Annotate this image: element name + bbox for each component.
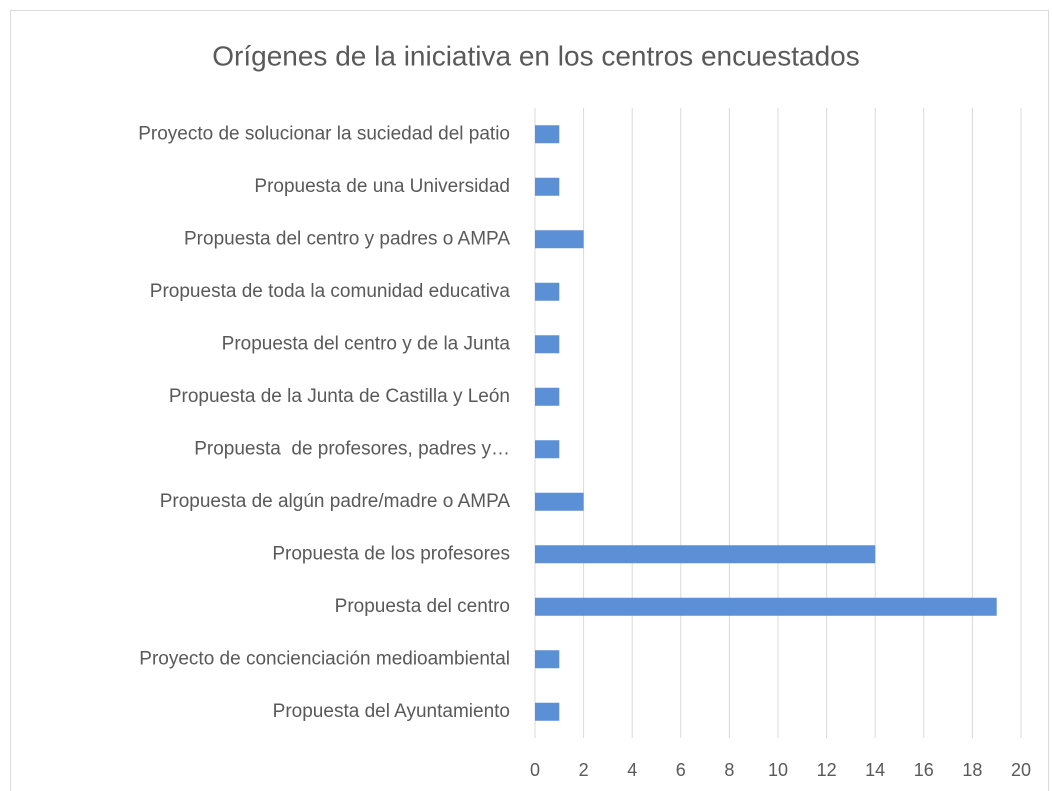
y-tick-label: Propuesta del centro — [335, 596, 510, 617]
bar — [535, 702, 560, 721]
bar — [535, 282, 560, 301]
bar — [535, 230, 584, 249]
x-tick-label: 18 — [962, 760, 982, 780]
x-tick-label: 6 — [676, 760, 686, 780]
bar — [535, 440, 560, 459]
y-tick-label: Propuesta del centro y padres o AMPA — [184, 228, 510, 249]
bar — [535, 125, 560, 144]
x-tick-label: 2 — [579, 760, 589, 780]
bar — [535, 492, 584, 511]
y-tick-label: Propuesta de toda la comunidad educativa — [150, 281, 511, 302]
bar — [535, 335, 560, 354]
y-tick-label: Proyecto de solucionar la suciedad del p… — [138, 123, 510, 144]
bar — [535, 387, 560, 406]
y-tick-label: Propuesta de algún padre/madre o AMPA — [160, 491, 511, 512]
y-tick-label: Propuesta del Ayuntamiento — [273, 701, 510, 722]
bar — [535, 177, 560, 196]
chart-title: Orígenes de la iniciativa en los centros… — [212, 40, 860, 71]
y-tick-label: Propuesta del centro y de la Junta — [222, 333, 511, 354]
y-tick-label: Propuesta de una Universidad — [254, 176, 510, 197]
bar — [535, 650, 560, 669]
x-tick-label: 8 — [724, 760, 734, 780]
y-tick-label: Propuesta de profesores, padres y… — [194, 438, 510, 459]
y-tick-label: Propuesta de la Junta de Castilla y León — [169, 386, 510, 407]
x-tick-label: 14 — [865, 760, 885, 780]
y-tick-label: Propuesta de los profesores — [272, 543, 510, 564]
x-tick-label: 16 — [914, 760, 934, 780]
bar — [535, 545, 876, 564]
x-tick-label: 12 — [817, 760, 837, 780]
x-tick-label: 4 — [627, 760, 637, 780]
bar — [535, 597, 997, 616]
y-tick-label: Proyecto de concienciación medioambienta… — [139, 648, 510, 669]
x-tick-label: 10 — [768, 760, 788, 780]
x-tick-label: 0 — [530, 760, 540, 780]
x-tick-label: 20 — [1011, 760, 1031, 780]
